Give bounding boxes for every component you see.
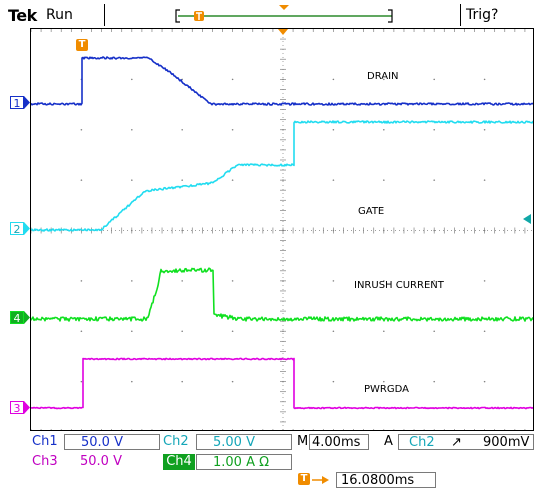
graticule-dot: [232, 381, 234, 383]
trace-label-drain: DRAIN: [367, 71, 399, 82]
graticule-dot: [181, 129, 183, 131]
brand-logo: Tek: [8, 6, 37, 25]
graticule-dot: [181, 330, 183, 332]
graticule-dot: [131, 79, 133, 81]
ch3-scale[interactable]: 50.0 V: [64, 454, 160, 470]
graticule-dot: [131, 330, 133, 332]
graticule-dot: [333, 381, 335, 383]
trigger-position-value[interactable]: 16.0800ms: [336, 472, 436, 488]
graticule-dot: [383, 330, 385, 332]
trigger-time-icon: T: [76, 39, 88, 51]
trigger-point-icon: [278, 29, 288, 35]
graticule-dot: [131, 129, 133, 131]
graticule-dot: [433, 330, 435, 332]
trigger-readout[interactable]: Ch2 ↗ 900mV: [398, 434, 534, 450]
graticule-dot: [81, 129, 83, 131]
ch4-pointer-icon: [24, 311, 30, 324]
graticule-dot: [484, 330, 486, 332]
trigger-level-icon[interactable]: [523, 214, 533, 224]
graticule-dot: [333, 280, 335, 282]
graticule-dot: [81, 381, 83, 383]
ch3-ground-marker[interactable]: 3: [10, 401, 24, 414]
graticule-dot: [131, 280, 133, 282]
graticule-dot: [333, 179, 335, 181]
graticule-dot: [232, 129, 234, 131]
graticule-dot: [433, 179, 435, 181]
ch1-name[interactable]: Ch1: [32, 434, 58, 450]
graticule-dot: [484, 179, 486, 181]
graticule: [31, 29, 534, 431]
trigger-mode: A: [384, 434, 393, 450]
graticule-dot: [484, 381, 486, 383]
graticule-dot: [81, 280, 83, 282]
graticule-dot: [383, 129, 385, 131]
top-status-bar: Tek Run Trig?: [0, 0, 536, 28]
timebase-prefix: M: [297, 434, 308, 450]
graticule-dot: [181, 381, 183, 383]
ch3-name[interactable]: Ch3: [32, 454, 58, 470]
trace-label-gate: GATE: [358, 206, 384, 217]
graticule-dot: [484, 79, 486, 81]
ch2-pointer-icon: [24, 222, 30, 235]
graticule-dot: [383, 179, 385, 181]
ch4-ground-marker[interactable]: 4: [10, 311, 24, 324]
ch2-ground-marker[interactable]: 2: [10, 222, 24, 235]
trigger-offset-icon: T: [298, 473, 310, 485]
acquisition-state[interactable]: Run: [46, 7, 73, 23]
graticule-dot: [433, 129, 435, 131]
graticule-dot: [81, 330, 83, 332]
waveform-display[interactable]: DRAIN GATE INRUSH CURRENT PWRGDA T: [30, 28, 534, 431]
graticule-dot: [131, 179, 133, 181]
graticule-dot: [433, 79, 435, 81]
trace-label-pwrgda: PWRGDA: [364, 384, 409, 395]
graticule-dot: [131, 381, 133, 383]
graticule-dot: [433, 381, 435, 383]
graticule-dot: [484, 280, 486, 282]
trigger-level: 900mV: [483, 435, 529, 451]
ch4-scale[interactable]: 1.00 A Ω: [196, 454, 292, 470]
record-view-bar[interactable]: [170, 4, 400, 26]
trigger-source: Ch2: [409, 435, 435, 451]
ch2-name[interactable]: Ch2: [163, 434, 189, 450]
trigger-status: Trig?: [466, 7, 498, 23]
arrow-right-icon: [312, 475, 330, 485]
graticule-dot: [333, 129, 335, 131]
ch4-name[interactable]: Ch4: [163, 454, 195, 470]
graticule-dot: [232, 330, 234, 332]
ch1-ground-marker[interactable]: 1: [10, 96, 24, 109]
separator: [460, 4, 461, 26]
separator: [104, 4, 105, 26]
trace-label-inrush-current: INRUSH CURRENT: [354, 280, 444, 291]
trigger-slope-icon: ↗: [451, 435, 462, 451]
graticule-dot: [181, 280, 183, 282]
graticule-dot: [232, 79, 234, 81]
graticule-dot: [333, 79, 335, 81]
graticule-dot: [232, 179, 234, 181]
waveform-ch3-pwrgda: [31, 358, 534, 408]
ch1-pointer-icon: [24, 96, 30, 109]
timebase-scale[interactable]: 4.00ms: [309, 434, 369, 450]
ch3-pointer-icon: [24, 401, 30, 414]
graticule-dot: [333, 330, 335, 332]
waveform-ch1-drain: [31, 57, 534, 105]
waveform-ch2-gate: [31, 121, 534, 231]
graticule-dot: [181, 179, 183, 181]
ch2-scale[interactable]: 5.00 V: [196, 434, 292, 450]
graticule-dot: [383, 381, 385, 383]
graticule-dot: [232, 280, 234, 282]
waveform-ch4-inrush: [31, 268, 534, 321]
graticule-dot: [81, 179, 83, 181]
expansion-point-icon: [279, 5, 289, 10]
ch1-scale[interactable]: 50.0 V: [64, 434, 160, 450]
graticule-dot: [484, 129, 486, 131]
